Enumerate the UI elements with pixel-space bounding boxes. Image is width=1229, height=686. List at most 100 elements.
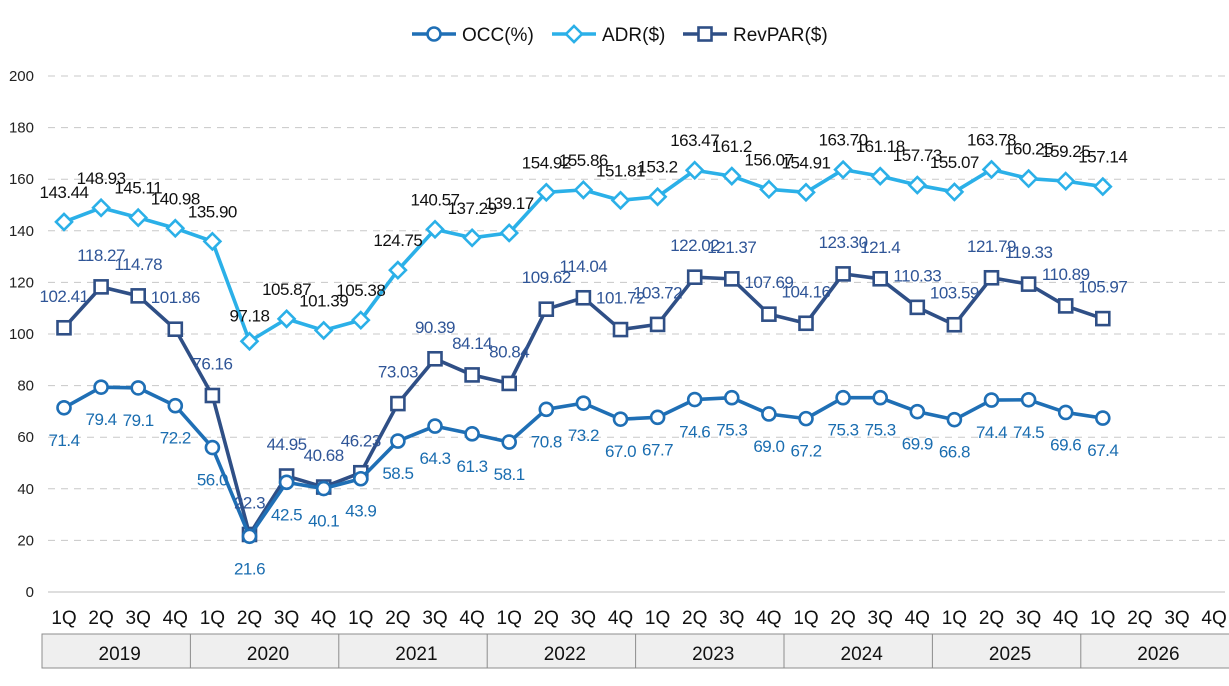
x-tick-label: 2Q	[682, 608, 707, 629]
data-point	[130, 380, 146, 396]
data-label: 79.1	[123, 411, 154, 430]
data-point	[573, 180, 594, 200]
y-tick-label: 60	[17, 429, 34, 446]
data-point	[723, 271, 740, 287]
data-label: 140.57	[411, 190, 460, 209]
data-point	[239, 331, 260, 352]
data-point	[872, 389, 889, 406]
x-tick-label: 2Q	[385, 608, 410, 629]
data-point	[686, 391, 703, 408]
x-tick-label: 4Q	[459, 608, 484, 629]
data-point	[983, 269, 1000, 286]
data-label: 156.07	[744, 150, 793, 169]
data-point	[723, 389, 740, 406]
data-label: 104.16	[782, 282, 831, 301]
data-label: 157.73	[893, 146, 942, 165]
data-point	[390, 433, 406, 449]
data-point	[647, 186, 668, 207]
data-point	[649, 409, 666, 426]
data-point	[981, 159, 1002, 180]
data-label: 145.11	[114, 179, 162, 198]
data-point	[350, 310, 371, 330]
data-point	[870, 166, 891, 186]
data-label: 163.78	[967, 130, 1016, 149]
data-point	[167, 397, 184, 414]
data-label: 109.62	[522, 268, 571, 287]
data-point	[425, 219, 445, 240]
data-point	[536, 182, 557, 203]
x-tick-label: 1Q	[1090, 608, 1115, 629]
data-label: 102.41	[40, 287, 89, 306]
data-label: 67.4	[1087, 441, 1118, 460]
data-label: 67.7	[642, 440, 673, 459]
data-point	[1057, 298, 1074, 314]
x-tick-label: 3Q	[868, 608, 893, 629]
year-label: 2020	[247, 644, 289, 665]
data-label: 69.9	[902, 435, 933, 454]
data-point	[538, 401, 555, 418]
data-label: 105.97	[1078, 278, 1127, 297]
x-tick-label: 1Q	[348, 608, 373, 629]
data-point	[798, 410, 814, 427]
data-point	[1020, 276, 1037, 292]
data-label: 73.03	[378, 363, 418, 382]
x-tick-label: 1Q	[200, 608, 225, 629]
data-point	[759, 179, 779, 200]
data-label: 143.44	[40, 183, 89, 202]
legend-marker	[564, 24, 584, 44]
data-point	[91, 197, 111, 218]
legend-marker	[697, 26, 713, 42]
data-point	[835, 266, 851, 282]
data-label: 69.0	[753, 437, 784, 456]
data-label: 58.1	[494, 465, 525, 484]
y-tick-label: 40	[17, 481, 34, 498]
data-labels: 71.4 79.4 79.1 72.2 56.0 21.6 42.5 40.1 43.9 58.5…	[40, 130, 1128, 578]
data-label: 74.6	[679, 423, 710, 442]
y-tick-label: 160	[9, 171, 34, 188]
data-point	[462, 227, 482, 248]
x-tick-label: 1Q	[51, 608, 76, 629]
x-tick-label: 1Q	[645, 608, 670, 629]
data-point	[427, 418, 443, 434]
data-point	[464, 367, 480, 383]
x-tick-label: 4Q	[905, 608, 930, 629]
year-cell	[931, 633, 1089, 669]
data-label: 42.5	[271, 505, 302, 524]
year-cell	[486, 633, 644, 669]
data-point	[165, 218, 186, 239]
data-label: 56.0	[197, 471, 228, 490]
data-label: 121.4	[860, 238, 900, 257]
data-point	[872, 270, 889, 287]
data-point	[276, 309, 297, 329]
data-point	[946, 316, 963, 333]
data-label: 159.25	[1041, 142, 1090, 161]
data-label: 75.3	[828, 421, 859, 440]
data-point	[427, 350, 443, 367]
data-label: 67.2	[790, 442, 821, 461]
data-label: 76.16	[192, 355, 232, 374]
data-label: 151.81	[596, 161, 645, 180]
year-cell	[189, 633, 347, 669]
x-tick-label: 2Q	[237, 608, 262, 629]
x-tick-label: 1Q	[497, 608, 522, 629]
y-axis: 0 20 40 60 80 100 120 140 160 180 200	[9, 68, 34, 601]
x-tick-label: 4Q	[756, 608, 781, 629]
x-axis: 1Q 2Q 3Q 4Q 1Q 2Q 3Q 4Q 1Q 2Q 3Q 4Q 1Q 2Q 3Q 4Q 1Q 2Q 3Q 4Q…	[41, 608, 1229, 669]
x-tick-label: 1Q	[942, 608, 967, 629]
data-label: 84.14	[452, 334, 492, 353]
data-point	[835, 389, 851, 406]
x-tick-label: 2Q	[830, 608, 855, 629]
data-label: 114.78	[114, 255, 162, 274]
data-label: 66.8	[939, 443, 970, 462]
legend-marker	[426, 26, 442, 42]
legend-label: ADR($)	[602, 25, 665, 46]
data-label: 161.2	[712, 137, 752, 156]
year-label: 2021	[395, 644, 437, 665]
data-label: 40.1	[308, 512, 339, 531]
data-label: 160.25	[1004, 140, 1053, 159]
data-label: 157.14	[1078, 148, 1127, 167]
data-label: 74.4	[976, 423, 1007, 442]
data-label: 43.9	[345, 502, 376, 521]
year-label: 2024	[841, 644, 884, 665]
data-label: 46.23	[341, 432, 381, 451]
